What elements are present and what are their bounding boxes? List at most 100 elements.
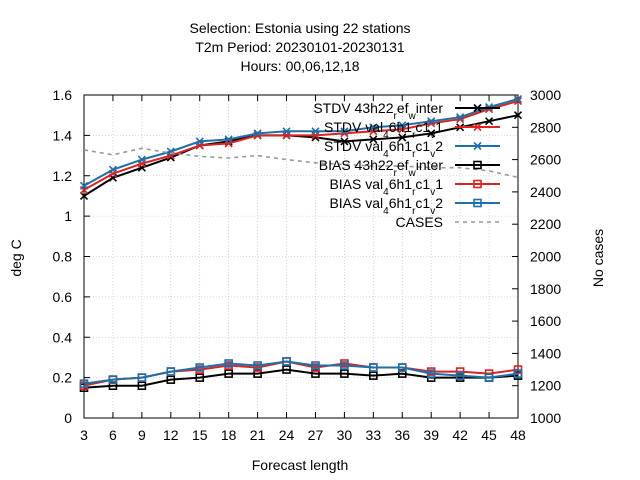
data-point: [369, 363, 378, 372]
series-line: [83, 98, 519, 187]
series-layer: [79, 94, 523, 393]
x-tick-label: 36: [394, 427, 410, 443]
x-tick-label: 3: [80, 427, 88, 443]
x-tick-label: 42: [452, 427, 468, 443]
y2-tick-label: 1000: [530, 410, 561, 426]
legend-marker: [473, 160, 482, 170]
chart-title-line-3: Hours: 00,06,12,18: [240, 58, 359, 74]
data-point: [137, 373, 147, 382]
x-axis-label: Forecast length: [252, 457, 349, 473]
legend-marker: [473, 141, 482, 151]
data-point: [79, 379, 89, 388]
data-point: [253, 361, 262, 370]
data-point: [108, 375, 118, 384]
data-point: [79, 181, 89, 190]
series-line: [83, 360, 519, 385]
y2-tick-label: 1400: [530, 345, 561, 361]
x-tick-label: 48: [510, 427, 526, 443]
series-line: [83, 147, 519, 179]
series-line: [83, 360, 519, 387]
data-point: [195, 373, 205, 382]
legend-label: CASES: [396, 214, 443, 230]
data-point: [340, 127, 349, 136]
x-tick-label: 39: [423, 427, 439, 443]
x-tick-label: 30: [337, 427, 353, 443]
y2-tick-label: 1200: [530, 378, 561, 394]
data-point: [427, 129, 436, 138]
data-point: [137, 155, 146, 164]
data-point: [340, 369, 349, 378]
data-point: [397, 363, 407, 372]
data-point: [513, 369, 523, 378]
legend-marker: [473, 198, 482, 208]
data-point: [108, 165, 117, 174]
series-line: [83, 100, 519, 191]
data-point: [224, 135, 233, 144]
series-4: [79, 365, 523, 393]
series-7: [83, 147, 519, 179]
data-point: [137, 381, 147, 391]
x-tick-label: 27: [308, 427, 324, 443]
data-point: [311, 361, 320, 370]
data-point: [485, 117, 494, 126]
data-point: [311, 369, 320, 378]
data-point: [427, 117, 436, 126]
x-tick-label: 9: [138, 427, 146, 443]
y2-tick-label: 2600: [530, 152, 561, 168]
data-point: [340, 137, 349, 146]
y-tick-label: 0.8: [53, 249, 73, 265]
data-point: [108, 381, 118, 391]
data-point: [282, 127, 291, 136]
axis-ticks: 3 6 9 12 15 18 21 24 27 30 33 36 39 42 45 4800.20.40.60…: [53, 87, 562, 443]
legend-label: STDV val46h1rc1v2: [324, 138, 443, 160]
legend-marker: [473, 179, 482, 189]
data-point: [311, 127, 320, 136]
y-tick-label: 1: [64, 208, 72, 224]
series-2: [79, 96, 523, 194]
legend-label: STDV 43h22refwinter: [313, 100, 443, 122]
y-tick-label: 1.2: [53, 168, 73, 184]
data-point: [282, 365, 291, 374]
data-point: [340, 361, 349, 370]
data-point: [398, 133, 407, 142]
x-tick-label: 21: [250, 427, 266, 443]
data-point: [253, 369, 262, 378]
y-tick-label: 1.4: [53, 127, 73, 143]
x-tick-label: 24: [279, 427, 295, 443]
y-tick-label: 1.6: [53, 87, 73, 103]
data-point: [369, 135, 378, 144]
y2-tick-label: 3000: [530, 87, 561, 103]
data-point: [426, 369, 436, 378]
data-point: [456, 113, 465, 122]
data-point: [398, 121, 407, 130]
legend-label: BIAS val46h1rc1v2: [329, 195, 443, 217]
series-1: [79, 111, 523, 201]
y-axis-label: deg C: [8, 239, 24, 276]
y2-tick-label: 1800: [530, 281, 561, 297]
data-point: [513, 94, 523, 104]
y-tick-label: 0.2: [53, 370, 73, 386]
data-point: [397, 369, 407, 378]
data-point: [282, 357, 291, 366]
x-tick-label: 18: [221, 427, 237, 443]
y2-tick-label: 1600: [530, 313, 561, 329]
y2-axis-label: No cases: [590, 229, 606, 287]
chart-title-line-1: Selection: Estonia using 22 stations: [189, 20, 410, 36]
data-point: [455, 371, 465, 380]
y-tick-label: 0.4: [53, 329, 73, 345]
legend-label: BIAS val46h1rc1v1: [329, 176, 443, 198]
x-tick-label: 12: [163, 427, 179, 443]
data-point: [369, 123, 378, 132]
series-line: [83, 114, 519, 197]
x-tick-label: 45: [481, 427, 497, 443]
data-point: [224, 369, 233, 378]
y2-tick-label: 2200: [530, 216, 561, 232]
x-tick-label: 15: [192, 427, 208, 443]
x-tick-label: 33: [366, 427, 382, 443]
data-point: [166, 367, 176, 376]
legend-marker: [473, 103, 482, 113]
y2-tick-label: 2400: [530, 184, 561, 200]
x-tick-label: 6: [109, 427, 117, 443]
